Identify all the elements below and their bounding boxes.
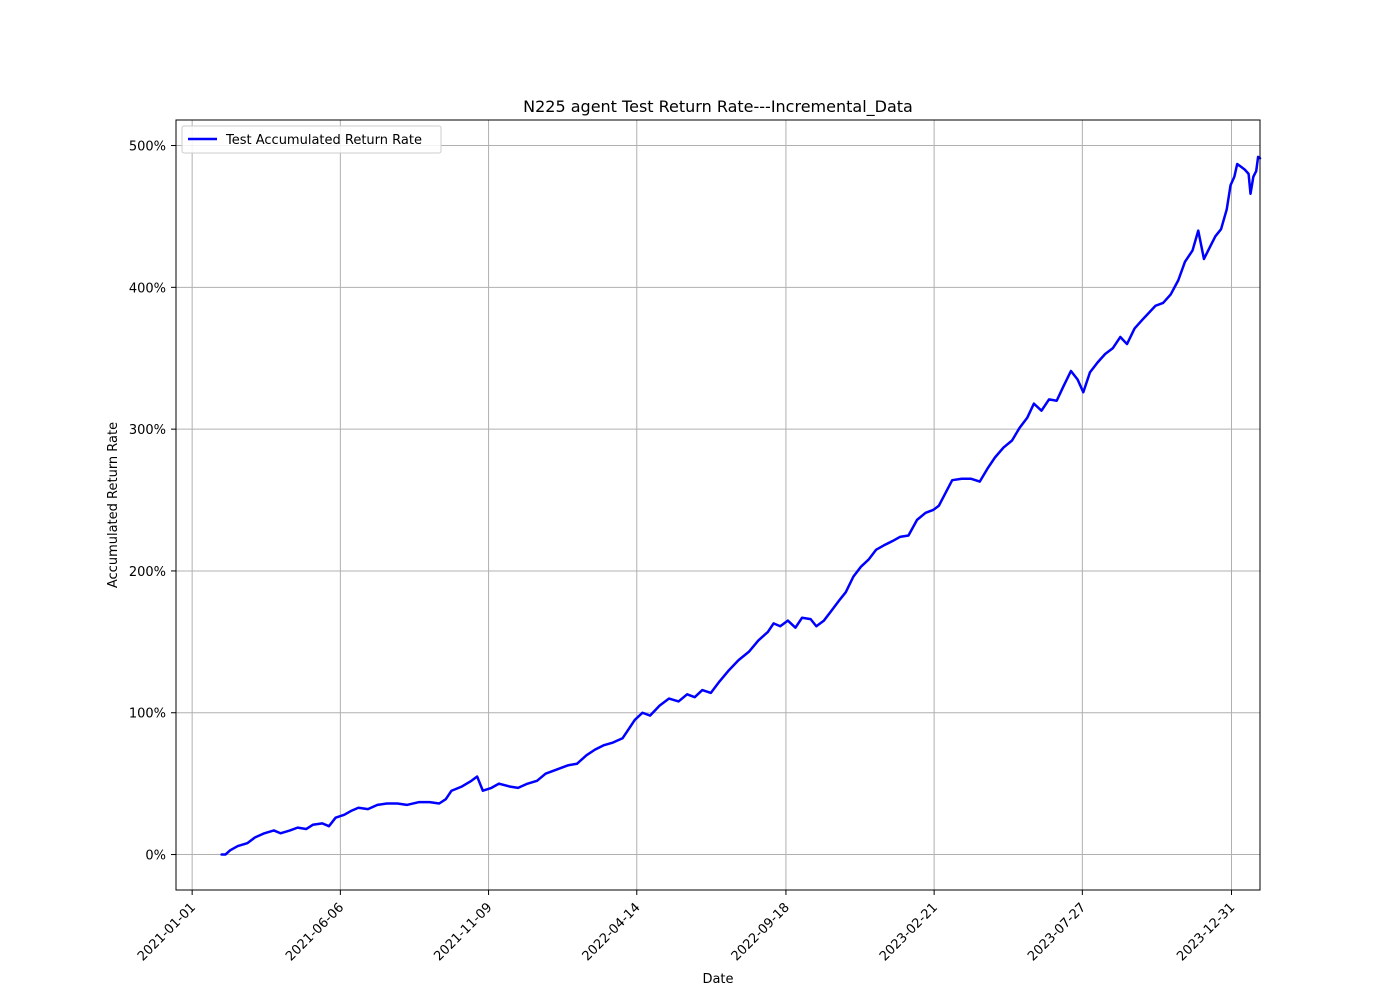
chart-title: N225 agent Test Return Rate---Incrementa… xyxy=(523,97,913,117)
y-tick-label: 300% xyxy=(129,423,166,438)
y-tick-label: 200% xyxy=(129,565,166,580)
y-tick-label: 0% xyxy=(145,849,166,864)
x-axis-label: Date xyxy=(702,972,733,987)
y-tick-label: 400% xyxy=(129,281,166,296)
x-tick-label: 2023-07-27 xyxy=(1025,900,1089,964)
x-tick-label: 2022-09-18 xyxy=(729,900,793,964)
series-line-0 xyxy=(220,155,1262,856)
x-tick-label: 2023-02-21 xyxy=(877,900,941,964)
legend: Test Accumulated Return Rate xyxy=(181,125,442,154)
x-tick-label: 2021-11-09 xyxy=(431,900,495,964)
x-tick-label: 2021-01-01 xyxy=(135,900,199,964)
legend-label: Test Accumulated Return Rate xyxy=(225,133,422,148)
y-tick-layer: 0% 100% 200% 300% 400% 500% xyxy=(129,140,176,864)
y-tick-label: 100% xyxy=(129,707,166,722)
x-tick-label: 2021-06-06 xyxy=(283,900,347,964)
x-tick-layer: 2021-01-01 2021-06-06 2021-11-09 2022-04-14… xyxy=(135,890,1238,964)
series-layer xyxy=(220,155,1262,856)
plot-frame xyxy=(175,119,1261,891)
x-tick-label: 2022-04-14 xyxy=(580,900,644,964)
grid-layer xyxy=(176,120,1260,890)
y-tick-label: 500% xyxy=(129,140,166,155)
x-tick-label: 2023-12-31 xyxy=(1174,900,1238,964)
y-axis-label: Accumulated Return Rate xyxy=(106,422,121,588)
legend-box xyxy=(181,125,442,154)
